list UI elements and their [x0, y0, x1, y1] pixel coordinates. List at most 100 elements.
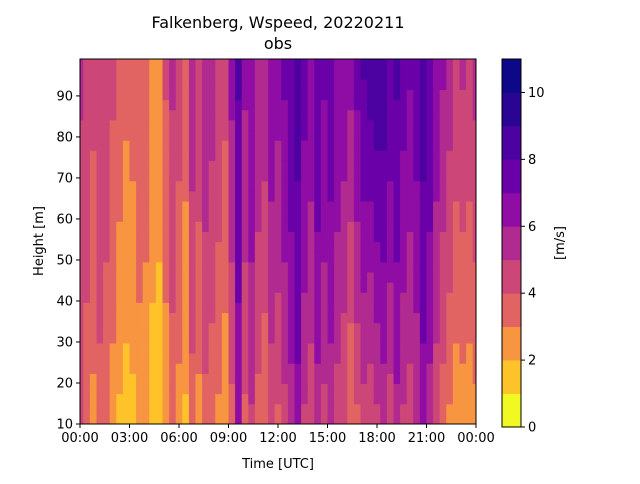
heatmap-cell [446, 282, 454, 293]
heatmap-cell [320, 200, 329, 212]
heatmap-cell [360, 373, 368, 385]
heatmap-cell [452, 373, 461, 385]
heatmap-cell [406, 200, 414, 212]
heatmap-cell [340, 190, 348, 202]
heatmap-cell [327, 180, 335, 192]
heatmap-cell [386, 393, 395, 405]
heatmap-cell [393, 200, 401, 212]
heatmap-cell [347, 292, 355, 303]
heatmap-cell [248, 393, 256, 405]
heatmap-cell [274, 211, 282, 222]
heatmap-cell [109, 190, 117, 202]
heatmap-cell [83, 342, 91, 354]
heatmap-cell [248, 373, 256, 385]
heatmap-cell [327, 140, 335, 151]
heatmap-cell [426, 342, 434, 354]
heatmap-cell [136, 59, 144, 70]
heatmap-cell [466, 119, 474, 131]
heatmap-cell [386, 160, 395, 172]
heatmap-cell [353, 363, 362, 374]
heatmap-cell [103, 342, 111, 354]
heatmap-cell [347, 393, 355, 405]
heatmap-cell [367, 211, 375, 222]
heatmap-cell [340, 160, 348, 172]
heatmap-cell [386, 403, 395, 415]
heatmap-cell [419, 241, 428, 253]
heatmap-cell [221, 119, 230, 131]
heatmap-cell [294, 413, 302, 424]
heatmap-cell [162, 302, 170, 314]
heatmap-cell [334, 292, 342, 303]
heatmap-cell [248, 79, 256, 91]
heatmap-cell [360, 393, 368, 405]
heatmap-cell [446, 180, 454, 192]
x-tick-label: 06:00 [160, 431, 197, 446]
heatmap-cell [248, 190, 256, 202]
heatmap-cell [208, 363, 216, 374]
heatmap-cell [261, 180, 269, 192]
heatmap-cell [347, 282, 355, 293]
heatmap-cell [373, 292, 381, 303]
heatmap-cell [83, 150, 91, 161]
heatmap-cell [83, 373, 91, 385]
heatmap-cell [254, 119, 263, 131]
heatmap-cell [367, 170, 375, 182]
heatmap-cell [400, 241, 408, 253]
heatmap-cell [466, 180, 474, 192]
heatmap-cell [433, 89, 441, 101]
heatmap-cell [446, 312, 454, 324]
heatmap-cell [268, 190, 276, 202]
heatmap-cell [320, 140, 329, 151]
heatmap-cell [129, 79, 137, 91]
heatmap-cell [287, 312, 296, 324]
heatmap-cell [439, 302, 447, 314]
heatmap-cell [433, 221, 441, 232]
heatmap-cell [89, 150, 98, 161]
heatmap-cell [169, 211, 177, 222]
heatmap-cell [294, 79, 302, 91]
heatmap-cell [400, 292, 408, 303]
heatmap-cell [235, 241, 243, 253]
heatmap-cell [360, 99, 368, 111]
heatmap-cell [149, 221, 157, 232]
heatmap-cell [466, 59, 474, 70]
heatmap-cell [142, 373, 150, 385]
heatmap-cell [155, 403, 164, 415]
heatmap-cell [380, 99, 388, 111]
heatmap-cell [103, 190, 111, 202]
heatmap-cell [314, 393, 322, 405]
heatmap-cell [235, 251, 243, 263]
heatmap-cell [281, 292, 289, 303]
heatmap-cell [386, 282, 395, 293]
heatmap-cell [136, 383, 144, 395]
heatmap-cell [373, 99, 381, 111]
heatmap-cell [142, 150, 150, 161]
heatmap-cell [439, 221, 447, 232]
heatmap-cell [439, 332, 447, 344]
heatmap-cell [380, 302, 388, 314]
heatmap-cell [129, 89, 137, 101]
heatmap-cell [360, 190, 368, 202]
heatmap-cell [340, 211, 348, 222]
heatmap-cell [439, 150, 447, 161]
heatmap-cell [294, 59, 302, 70]
heatmap-cell [327, 221, 335, 232]
heatmap-cell [314, 413, 322, 424]
heatmap-cell [466, 251, 474, 263]
heatmap-cell [320, 69, 329, 80]
heatmap-cell [248, 69, 256, 80]
heatmap-cell [320, 241, 329, 253]
heatmap-cell [406, 99, 414, 111]
heatmap-cell [367, 393, 375, 405]
heatmap-cell [367, 312, 375, 324]
heatmap-cell [334, 140, 342, 151]
heatmap-cell [162, 383, 170, 395]
heatmap-cell [367, 69, 375, 80]
heatmap-cell [89, 221, 98, 232]
heatmap-cell [413, 119, 421, 131]
heatmap-cell [235, 302, 243, 314]
heatmap-cell [400, 170, 408, 182]
heatmap-cell [195, 342, 203, 354]
heatmap-cell [221, 129, 230, 141]
heatmap-cell [89, 271, 98, 283]
